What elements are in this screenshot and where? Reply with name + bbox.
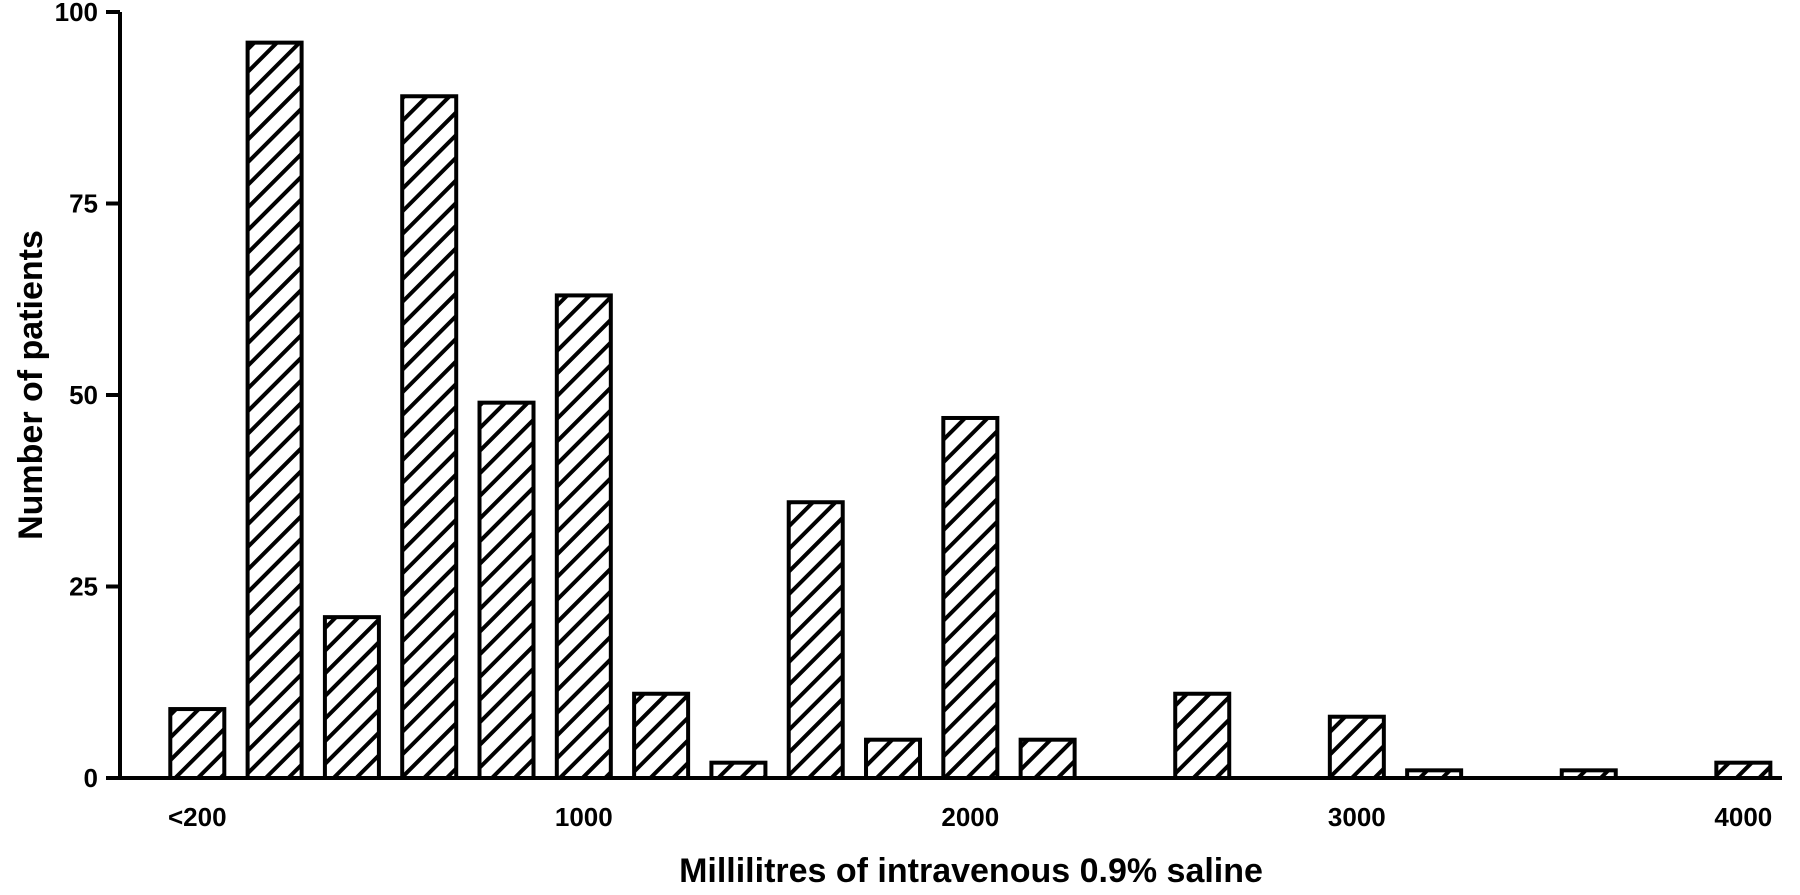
bar-9 bbox=[864, 737, 923, 781]
bar-5 bbox=[554, 293, 613, 780]
bar-10 bbox=[941, 415, 1000, 780]
bar-2 bbox=[322, 615, 381, 781]
y-tick-label-0: 0 bbox=[84, 763, 98, 793]
bar-13 bbox=[1327, 714, 1386, 780]
x-axis-title: Millilitres of intravenous 0.9% saline bbox=[679, 852, 1263, 890]
x-tick-label-0: <200 bbox=[168, 802, 227, 832]
x-tick-label-2: 2000 bbox=[941, 802, 999, 832]
y-axis-title: Number of patients bbox=[12, 230, 50, 540]
bars-group bbox=[168, 40, 1773, 781]
bar-3 bbox=[400, 94, 459, 780]
bar-4 bbox=[477, 400, 536, 780]
x-axis-ticks: <200 1000 2000 3000 4000 bbox=[168, 802, 1772, 832]
bar-0 bbox=[168, 707, 227, 780]
bar-1 bbox=[245, 40, 304, 780]
x-tick-label-3: 3000 bbox=[1328, 802, 1386, 832]
y-tick-label-2: 50 bbox=[69, 380, 98, 410]
y-tick-label-3: 75 bbox=[69, 189, 98, 219]
y-axis-ticks: 0 25 50 75 100 bbox=[55, 0, 120, 793]
x-tick-label-1: 1000 bbox=[555, 802, 613, 832]
bar-16 bbox=[1714, 760, 1773, 780]
bar-6 bbox=[632, 691, 691, 780]
y-tick-label-4: 100 bbox=[55, 0, 98, 27]
bar-11 bbox=[1018, 737, 1077, 781]
bar-8 bbox=[786, 500, 845, 780]
x-tick-label-4: 4000 bbox=[1714, 802, 1772, 832]
y-tick-label-1: 25 bbox=[69, 572, 98, 602]
bar-7 bbox=[709, 760, 768, 780]
bar-12 bbox=[1173, 691, 1232, 780]
